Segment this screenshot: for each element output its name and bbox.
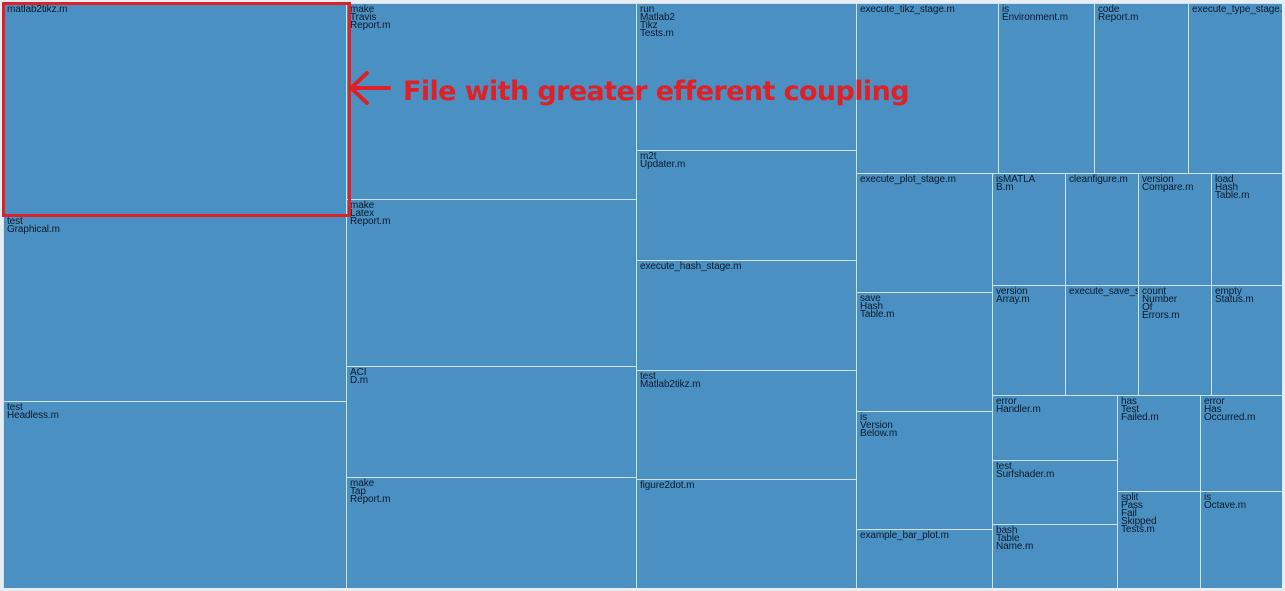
treemap-cell[interactable]: error Handler.m <box>992 395 1117 460</box>
cell-label: error Handler.m <box>996 396 1041 415</box>
cell-label: has Test Failed.m <box>1121 396 1159 423</box>
treemap-cell[interactable]: is Environment.m <box>998 3 1094 173</box>
treemap-cell[interactable]: load Hash Table.m <box>1211 173 1282 285</box>
treemap-cell[interactable]: count Number Of Errors.m <box>1138 285 1211 395</box>
cell-label: execute_plot_stage.m <box>860 174 956 185</box>
treemap-cell[interactable]: execute_save_stage.m <box>1065 285 1138 395</box>
treemap-cell[interactable]: version Array.m <box>992 285 1065 395</box>
treemap-cell[interactable]: isMATLA B.m <box>992 173 1065 285</box>
cell-label: ACI D.m <box>350 367 369 386</box>
cell-label: cleanfigure.m <box>1069 174 1128 185</box>
cell-label: code Report.m <box>1098 4 1139 23</box>
cell-label: split Pass Fail Skipped Tests.m <box>1121 492 1157 535</box>
cell-label: load Hash Table.m <box>1215 174 1250 201</box>
treemap-cell[interactable]: bash Table Name.m <box>992 524 1117 588</box>
annotation-text: File with greater efferent coupling <box>403 76 910 107</box>
cell-label: example_bar_plot.m <box>860 530 949 541</box>
cell-label: execute_tikz_stage.m <box>860 4 955 15</box>
cell-label: error Has Occurred.m <box>1204 396 1256 423</box>
treemap-cell[interactable]: has Test Failed.m <box>1117 395 1200 491</box>
treemap-cell[interactable]: test Headless.m <box>3 401 346 588</box>
cell-label: execute_hash_stage.m <box>640 261 742 272</box>
treemap-cell[interactable]: make Tap Report.m <box>346 477 636 588</box>
cell-label: make Tap Report.m <box>350 478 391 505</box>
treemap-cell[interactable]: make Travis Report.m <box>346 3 636 199</box>
treemap-cell[interactable]: run Matlab2 Tikz Tests.m <box>636 3 856 150</box>
cell-label: test Headless.m <box>7 402 59 421</box>
cell-label: execute_save_stage.m <box>1069 286 1138 297</box>
cell-label: empty Status.m <box>1215 286 1254 305</box>
treemap-cell[interactable]: cleanfigure.m <box>1065 173 1138 285</box>
cell-label: version Array.m <box>996 286 1030 305</box>
treemap-cell[interactable]: make Latex Report.m <box>346 199 636 366</box>
cell-label: figure2dot.m <box>640 480 695 491</box>
treemap-cell[interactable]: error Has Occurred.m <box>1200 395 1282 491</box>
cell-label: isMATLA B.m <box>996 174 1036 193</box>
treemap-cell[interactable]: test Matlab2tikz.m <box>636 370 856 479</box>
treemap-cell[interactable]: matlab2tikz.m <box>3 3 346 215</box>
treemap-cell[interactable]: figure2dot.m <box>636 479 856 588</box>
treemap-cell[interactable]: version Compare.m <box>1138 173 1211 285</box>
treemap-cell[interactable]: execute_plot_stage.m <box>856 173 992 292</box>
treemap-cell[interactable]: m2t Updater.m <box>636 150 856 260</box>
cell-label: version Compare.m <box>1142 174 1194 193</box>
treemap-cell[interactable]: is Version Below.m <box>856 411 992 529</box>
treemap-cell[interactable]: execute_type_stage.m <box>1188 3 1282 173</box>
cell-label: execute_type_stage.m <box>1192 4 1282 15</box>
treemap-cell[interactable]: empty Status.m <box>1211 285 1282 395</box>
treemap-cell[interactable]: execute_tikz_stage.m <box>856 3 998 173</box>
cell-label: matlab2tikz.m <box>7 4 68 15</box>
cell-label: is Version Below.m <box>860 412 898 439</box>
cell-label: make Travis Report.m <box>350 4 391 31</box>
cell-label: make Latex Report.m <box>350 200 391 227</box>
cell-label: test Surfshader.m <box>996 461 1055 480</box>
cell-label: test Graphical.m <box>7 216 60 235</box>
treemap-cell[interactable]: is Octave.m <box>1200 491 1282 588</box>
treemap-cell[interactable]: ACI D.m <box>346 366 636 477</box>
cell-label: count Number Of Errors.m <box>1142 286 1180 321</box>
cell-label: is Environment.m <box>1002 4 1068 23</box>
left-arrow-icon <box>349 71 391 105</box>
cell-label: m2t Updater.m <box>640 151 686 170</box>
cell-label: save Hash Table.m <box>860 293 895 320</box>
cell-label: bash Table Name.m <box>996 525 1034 552</box>
cell-label: test Matlab2tikz.m <box>640 371 701 390</box>
cell-label: is Octave.m <box>1204 492 1246 511</box>
treemap-cell[interactable]: test Surfshader.m <box>992 460 1117 524</box>
cell-label: run Matlab2 Tikz Tests.m <box>640 4 675 39</box>
treemap-cell[interactable]: code Report.m <box>1094 3 1188 173</box>
treemap-cell[interactable]: test Graphical.m <box>3 215 346 401</box>
treemap-cell[interactable]: execute_hash_stage.m <box>636 260 856 370</box>
treemap-cell[interactable]: example_bar_plot.m <box>856 529 992 588</box>
treemap-cell[interactable]: save Hash Table.m <box>856 292 992 411</box>
treemap-cell[interactable]: split Pass Fail Skipped Tests.m <box>1117 491 1200 588</box>
